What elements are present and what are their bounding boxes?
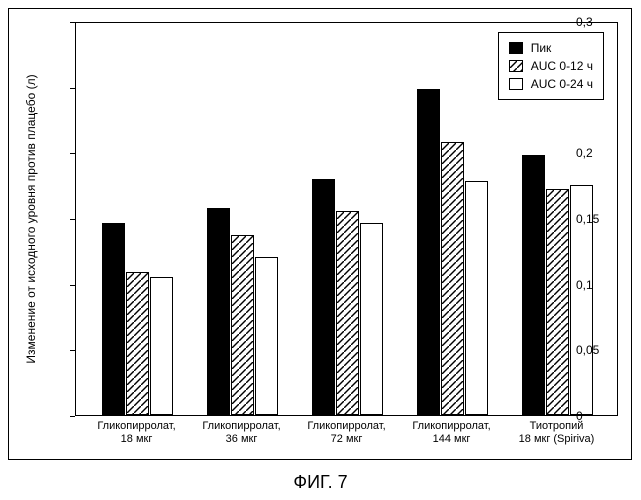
bar bbox=[255, 257, 278, 415]
ytick-label: 0,1 bbox=[576, 278, 641, 292]
bar bbox=[417, 89, 440, 415]
xtick-line2: 72 мкг bbox=[294, 433, 399, 446]
ytick-mark bbox=[70, 88, 75, 89]
bar bbox=[546, 189, 569, 415]
xtick-label: Тиотропий18 мкг (Spiriva) bbox=[504, 420, 609, 445]
legend-swatch bbox=[509, 78, 523, 90]
xtick-line2: 36 мкг bbox=[189, 433, 294, 446]
bar bbox=[336, 211, 359, 415]
bar bbox=[522, 155, 545, 415]
bar bbox=[102, 223, 125, 415]
legend-swatch bbox=[509, 42, 523, 54]
legend-label: AUC 0-12 ч bbox=[531, 59, 593, 73]
ytick-label: 0,3 bbox=[576, 15, 641, 29]
ytick-mark bbox=[70, 22, 75, 23]
ytick-mark bbox=[70, 350, 75, 351]
bar bbox=[360, 223, 383, 415]
xtick-label: Гликопирролат,72 мкг bbox=[294, 420, 399, 445]
legend: Пик AUC 0-12 ч AUC 0-24 ч bbox=[498, 32, 604, 100]
ytick-mark bbox=[70, 416, 75, 417]
legend-swatch bbox=[509, 60, 523, 72]
xtick-label: Гликопирролат,18 мкг bbox=[84, 420, 189, 445]
xtick-line1: Гликопирролат, bbox=[84, 420, 189, 433]
bar bbox=[207, 208, 230, 416]
xtick-line1: Гликопирролат, bbox=[189, 420, 294, 433]
bar bbox=[231, 235, 254, 415]
figure-caption: ФИГ. 7 bbox=[0, 472, 641, 493]
legend-label: AUC 0-24 ч bbox=[531, 77, 593, 91]
ytick-label: 0,2 bbox=[576, 146, 641, 160]
bar bbox=[441, 142, 464, 415]
xtick-line1: Гликопирролат, bbox=[399, 420, 504, 433]
ytick-label: 0,15 bbox=[576, 212, 641, 226]
bar bbox=[465, 181, 488, 415]
xtick-line2: 18 мкг bbox=[84, 433, 189, 446]
legend-item: AUC 0-24 ч bbox=[509, 75, 593, 93]
xtick-line1: Гликопирролат, bbox=[294, 420, 399, 433]
bar bbox=[126, 272, 149, 415]
legend-item: AUC 0-12 ч bbox=[509, 57, 593, 75]
bar bbox=[312, 179, 335, 415]
ytick-mark bbox=[70, 219, 75, 220]
ytick-mark bbox=[70, 153, 75, 154]
y-axis-label: Изменение от исходного уровня против пла… bbox=[24, 22, 38, 416]
xtick-line2: 18 мкг (Spiriva) bbox=[504, 433, 609, 446]
legend-item: Пик bbox=[509, 39, 593, 57]
xtick-label: Гликопирролат,144 мкг bbox=[399, 420, 504, 445]
ytick-label: 0,05 bbox=[576, 343, 641, 357]
legend-label: Пик bbox=[531, 41, 552, 55]
bar bbox=[150, 277, 173, 415]
xtick-line2: 144 мкг bbox=[399, 433, 504, 446]
xtick-label: Гликопирролат,36 мкг bbox=[189, 420, 294, 445]
ytick-mark bbox=[70, 285, 75, 286]
xtick-line1: Тиотропий bbox=[504, 420, 609, 433]
